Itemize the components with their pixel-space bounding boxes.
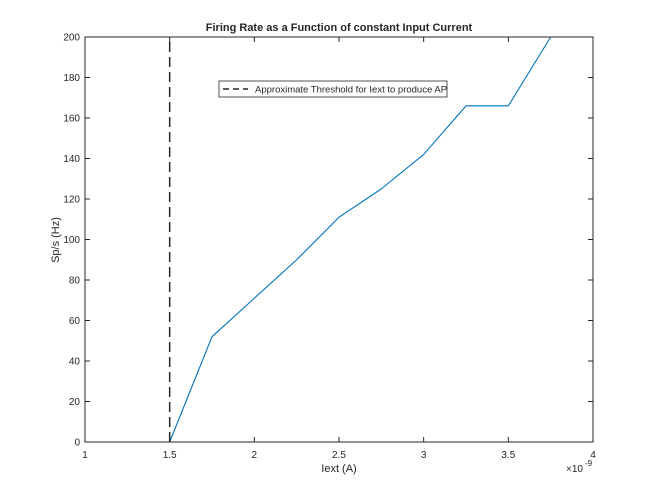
legend: Approximate Threshold for Iext to produc… — [218, 80, 448, 98]
axes-background — [85, 37, 593, 442]
y-tick-label: 20 — [69, 397, 81, 408]
x-tick-label: 2.5 — [332, 450, 346, 461]
x-tick-label: 1.5 — [163, 450, 177, 461]
y-tick-label: 100 — [63, 235, 80, 246]
axes-box — [84, 36, 594, 443]
x-exponent-label: ×10 -9 — [566, 459, 593, 475]
legend-label-threshold: Approximate Threshold for Iext to produc… — [255, 85, 447, 96]
y-tick-label: 160 — [63, 114, 80, 125]
x-exponent-power: -9 — [585, 459, 593, 468]
y-tick-label: 0 — [74, 438, 80, 449]
x-tick-label: 3.5 — [501, 450, 515, 461]
x-tick-label: 1 — [82, 450, 88, 461]
chart-title: Firing Rate as a Function of constant In… — [206, 22, 473, 34]
x-tick-label: 4 — [590, 450, 596, 461]
y-tick-label: 60 — [69, 316, 81, 327]
y-tick-label: 40 — [69, 357, 81, 368]
y-tick-label: 120 — [63, 195, 80, 206]
x-tick-label: 3 — [421, 450, 427, 461]
y-tick-label: 80 — [69, 276, 81, 287]
y-axis-label: Sp/s (Hz) — [50, 217, 62, 263]
legend-box — [218, 80, 448, 98]
x-tick-label: 2 — [252, 450, 258, 461]
y-tick-label: 200 — [63, 33, 80, 44]
x-axis-label: Iext (A) — [321, 463, 356, 475]
y-tick-label: 180 — [63, 73, 80, 84]
y-tick-label: 140 — [63, 154, 80, 165]
x-exponent-base: ×10 — [566, 464, 583, 475]
